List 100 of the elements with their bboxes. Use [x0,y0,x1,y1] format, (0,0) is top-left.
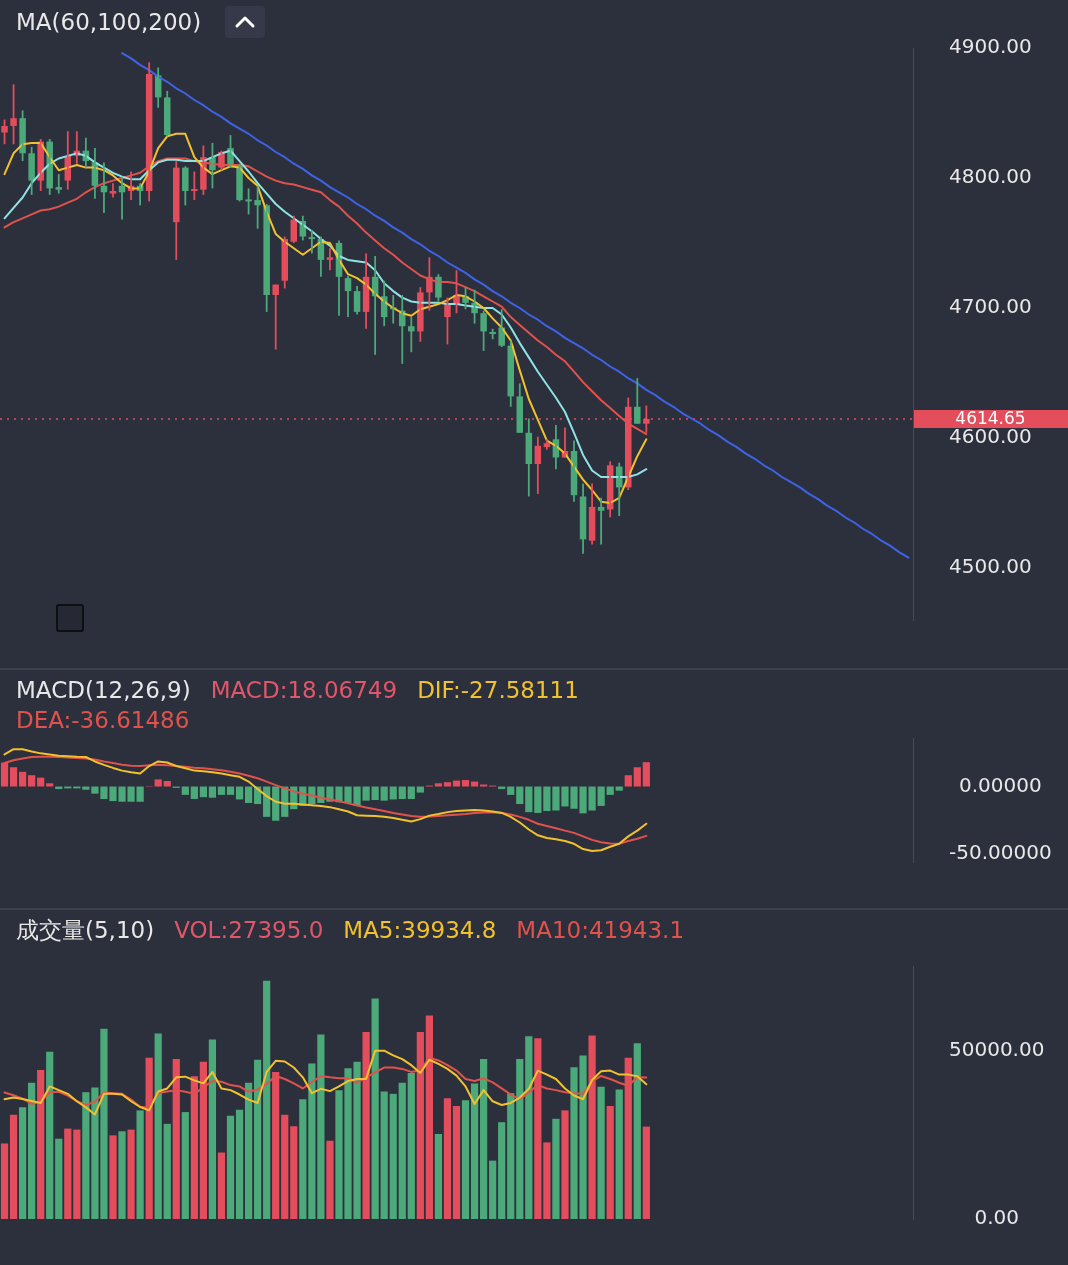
bar [226,1115,235,1219]
bar [434,1133,443,1219]
bar [272,1071,280,1219]
bar [0,762,9,787]
bar [461,1100,470,1219]
bar [181,1112,189,1219]
bar [516,1059,524,1219]
bar [290,1126,298,1219]
text: MACD:18.06749 [210,676,398,704]
y-tick-label: 0.00 [974,1205,1019,1230]
bar [552,1118,560,1219]
bar [109,1135,117,1219]
bar [190,786,198,800]
bar [615,1089,623,1219]
bar [362,1032,370,1219]
bar [534,786,542,813]
bar [642,762,650,787]
chart-title: 成交量(5,10) [16,916,155,944]
text: DIF:-27.58111 [417,676,579,704]
bar [0,1143,9,1219]
bar [543,1142,551,1219]
bar [55,1138,63,1219]
bar [434,783,443,787]
bar [407,786,415,800]
y-tick-label: -50.00000 [949,840,1052,865]
bar [480,784,488,787]
bar [18,1107,27,1219]
bar [642,1126,650,1219]
bar [190,1076,198,1219]
bar [633,767,641,787]
bar [28,775,36,787]
bar [398,786,406,800]
bar [181,786,189,795]
bar [416,786,424,793]
bar [380,1091,388,1219]
bar [597,786,605,806]
bar [154,779,162,787]
bar [163,781,171,787]
bar [172,1059,180,1219]
bar [461,780,470,787]
bar [154,1033,162,1219]
bar [37,1069,45,1219]
bar [317,1034,325,1219]
bar [73,1129,81,1219]
bar [380,786,388,801]
bar [416,1032,424,1219]
chart-title: MACD(12,26,9) [16,676,191,704]
bar [136,1110,144,1219]
bar [443,1098,452,1219]
bar [263,980,271,1219]
bar [64,1128,72,1219]
bar [226,786,235,795]
bar [507,1093,515,1219]
bar [199,1061,208,1219]
bar [127,1129,135,1219]
y-tick-label: 4900.00 [948,34,1032,59]
bar [525,786,533,813]
bar [371,786,379,800]
bar [9,767,18,787]
bar [28,1082,36,1219]
bar [272,786,280,821]
bar [624,775,632,787]
bar [208,786,217,798]
bar [389,1093,397,1219]
bar [470,781,479,787]
bar [498,1122,506,1219]
bar [326,1140,334,1219]
y-tick-label: 4800.00 [948,164,1032,189]
y-tick-label: 0.00000 [958,772,1042,797]
bar [18,771,27,787]
bar [398,1082,406,1219]
bar [281,1114,289,1219]
bar [82,1092,90,1219]
bar [254,1059,262,1219]
bar [299,1099,307,1219]
bar [82,786,90,790]
bar [624,1057,632,1219]
series-label: DEA:-36.61486 [16,706,190,734]
bar [470,1083,479,1219]
y-tick-label: 4500.00 [948,554,1032,579]
bar [516,786,524,805]
bar [244,1082,253,1219]
bar [145,1057,153,1219]
text: MA5:39934.8 [343,916,497,944]
bar [208,1039,217,1219]
bar [217,786,226,795]
bar [371,998,379,1219]
bar [118,1131,126,1219]
bar [480,1059,488,1219]
bar [308,1063,316,1219]
bar [452,1105,461,1219]
bar [235,1109,244,1219]
y-tick-label: 50000.00 [949,1036,1045,1061]
bar [46,783,54,787]
bar [633,1043,641,1219]
bar [443,782,452,787]
text: VOL:27395.0 [174,916,324,944]
bar [46,1051,54,1219]
chart-title: MA(60,100,200) [16,8,202,36]
bar [588,1035,596,1219]
